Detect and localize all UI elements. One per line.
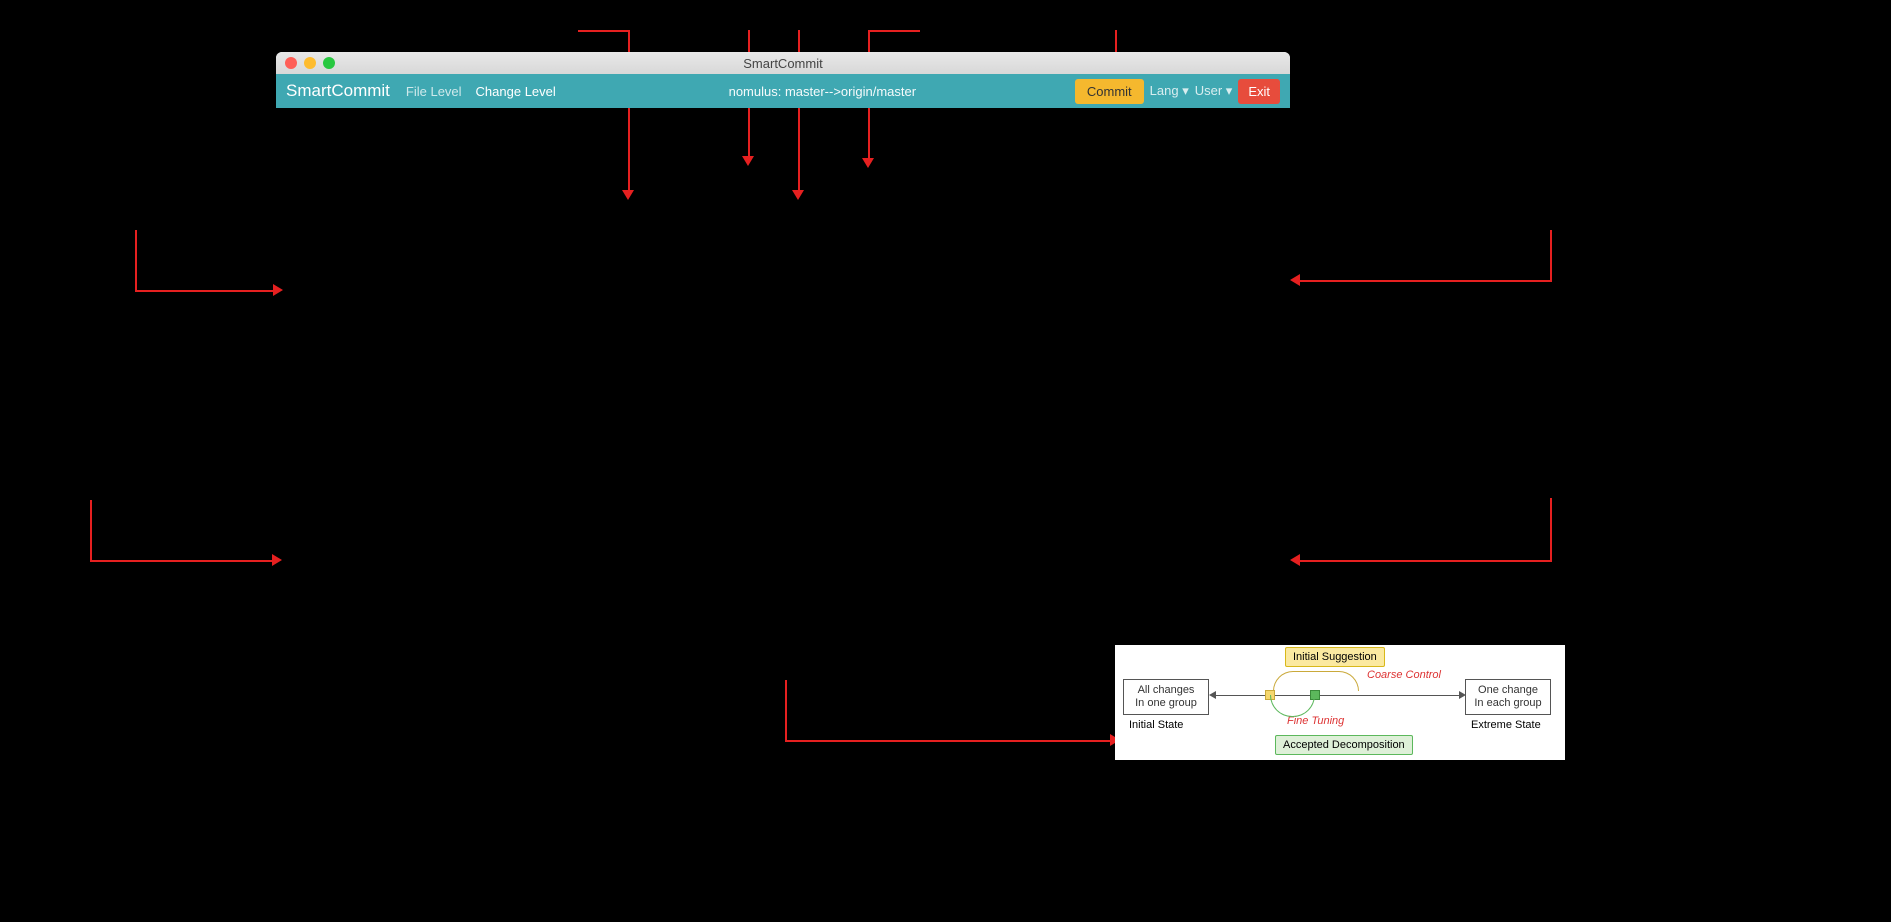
state-diagram: Initial Suggestion All changesIn one gro…: [1115, 645, 1565, 760]
badge-accepted-decomposition: Accepted Decomposition: [1275, 735, 1413, 755]
badge-initial-suggestion: Initial Suggestion: [1285, 647, 1385, 667]
repo-info: nomulus: master-->origin/master: [570, 84, 1075, 99]
nav-file-level[interactable]: File Level: [406, 84, 462, 99]
commit-button[interactable]: Commit: [1075, 79, 1144, 104]
lang-dropdown[interactable]: Lang ▾: [1150, 83, 1189, 99]
user-dropdown[interactable]: User ▾: [1195, 83, 1233, 99]
label-initial-state: Initial State: [1129, 719, 1183, 731]
brand: SmartCommit: [286, 81, 390, 101]
label-extreme-state: Extreme State: [1471, 719, 1541, 731]
nav-change-level[interactable]: Change Level: [476, 84, 556, 99]
box-extreme-state: One changeIn each group: [1465, 679, 1551, 715]
exit-button[interactable]: Exit: [1238, 79, 1280, 104]
toolbar: SmartCommit File Level Change Level nomu…: [276, 74, 1290, 108]
label-coarse-control: Coarse Control: [1367, 669, 1441, 681]
titlebar: SmartCommit: [276, 52, 1290, 74]
app-window: SmartCommit SmartCommit File Level Chang…: [276, 52, 1290, 108]
box-initial-state: All changesIn one group: [1123, 679, 1209, 715]
diagram-axis: [1211, 695, 1463, 696]
window-title: SmartCommit: [276, 56, 1290, 71]
